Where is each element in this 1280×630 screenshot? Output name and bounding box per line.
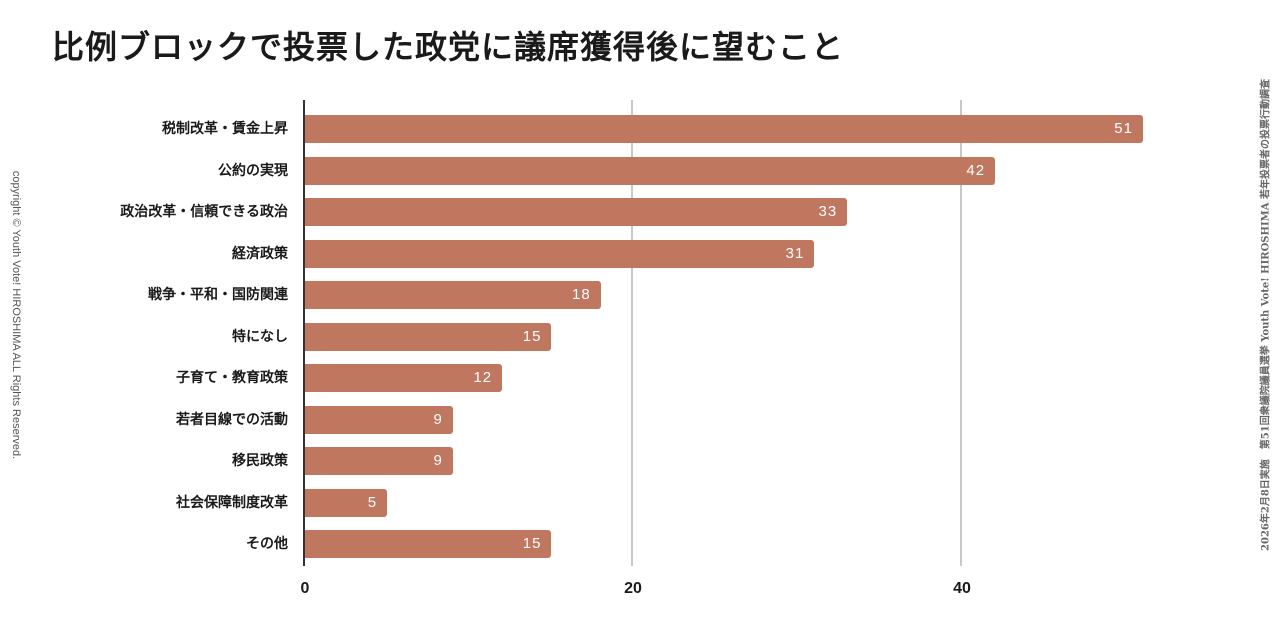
bar: 33 (305, 198, 848, 226)
y-axis-line (303, 100, 305, 566)
plot-area: 51 42 33 31 18 15 12 9 9 5 15 (303, 100, 1204, 566)
category-label: 公約の実現 (218, 162, 288, 179)
bar: 12 (305, 364, 503, 392)
copyright-text: copyright © Youth Vote! HIROSHIMA ALL Ri… (10, 170, 22, 460)
category-label: 税制改革・賃金上昇 (162, 121, 288, 137)
gridline-40 (960, 100, 962, 566)
bar-value-label: 51 (1114, 120, 1133, 137)
bar-value-label: 15 (522, 535, 542, 552)
category-label: 子育て・教育政策 (176, 370, 288, 386)
bar: 31 (305, 239, 815, 268)
bar-value-label: 5 (367, 493, 378, 511)
chart-title: 比例ブロックで投票した政党に議席獲得後に望むこと (52, 28, 845, 66)
bar: 15 (305, 530, 552, 558)
bar: 42 (305, 156, 996, 185)
bar-value-label: 9 (433, 410, 443, 428)
x-tick-0: 0 (300, 580, 310, 597)
bar: 18 (305, 281, 601, 309)
category-label: その他 (246, 536, 288, 552)
bar-value-label: 15 (522, 327, 542, 345)
bar-value-label: 12 (473, 369, 493, 386)
category-label: 政治改革・信頼できる政治 (120, 204, 288, 220)
category-label: 特になし (232, 328, 288, 345)
bar: 9 (305, 447, 453, 475)
bar: 5 (305, 488, 388, 517)
x-tick-20: 20 (624, 580, 642, 597)
x-tick-40: 40 (953, 580, 971, 597)
category-label: 社会保障制度改革 (176, 494, 288, 511)
category-label: 若者目線での活動 (176, 411, 288, 428)
bar-value-label: 9 (433, 452, 443, 469)
bar-value-label: 33 (818, 203, 838, 220)
bar: 9 (305, 405, 453, 434)
category-label: 戦争・平和・国防関連 (148, 287, 288, 303)
category-label: 経済政策 (232, 245, 288, 262)
gridline-20 (631, 100, 633, 566)
category-label: 移民政策 (232, 453, 288, 469)
bar: 51 (305, 115, 1143, 143)
bar-value-label: 31 (785, 244, 805, 262)
bar-value-label: 18 (572, 286, 591, 303)
bar-value-label: 42 (966, 161, 986, 179)
survey-source-text: 2026年2月8日実施 第51回衆議院議員選挙 Youth Vote! HIRO… (1260, 79, 1272, 551)
bar: 15 (305, 322, 552, 351)
